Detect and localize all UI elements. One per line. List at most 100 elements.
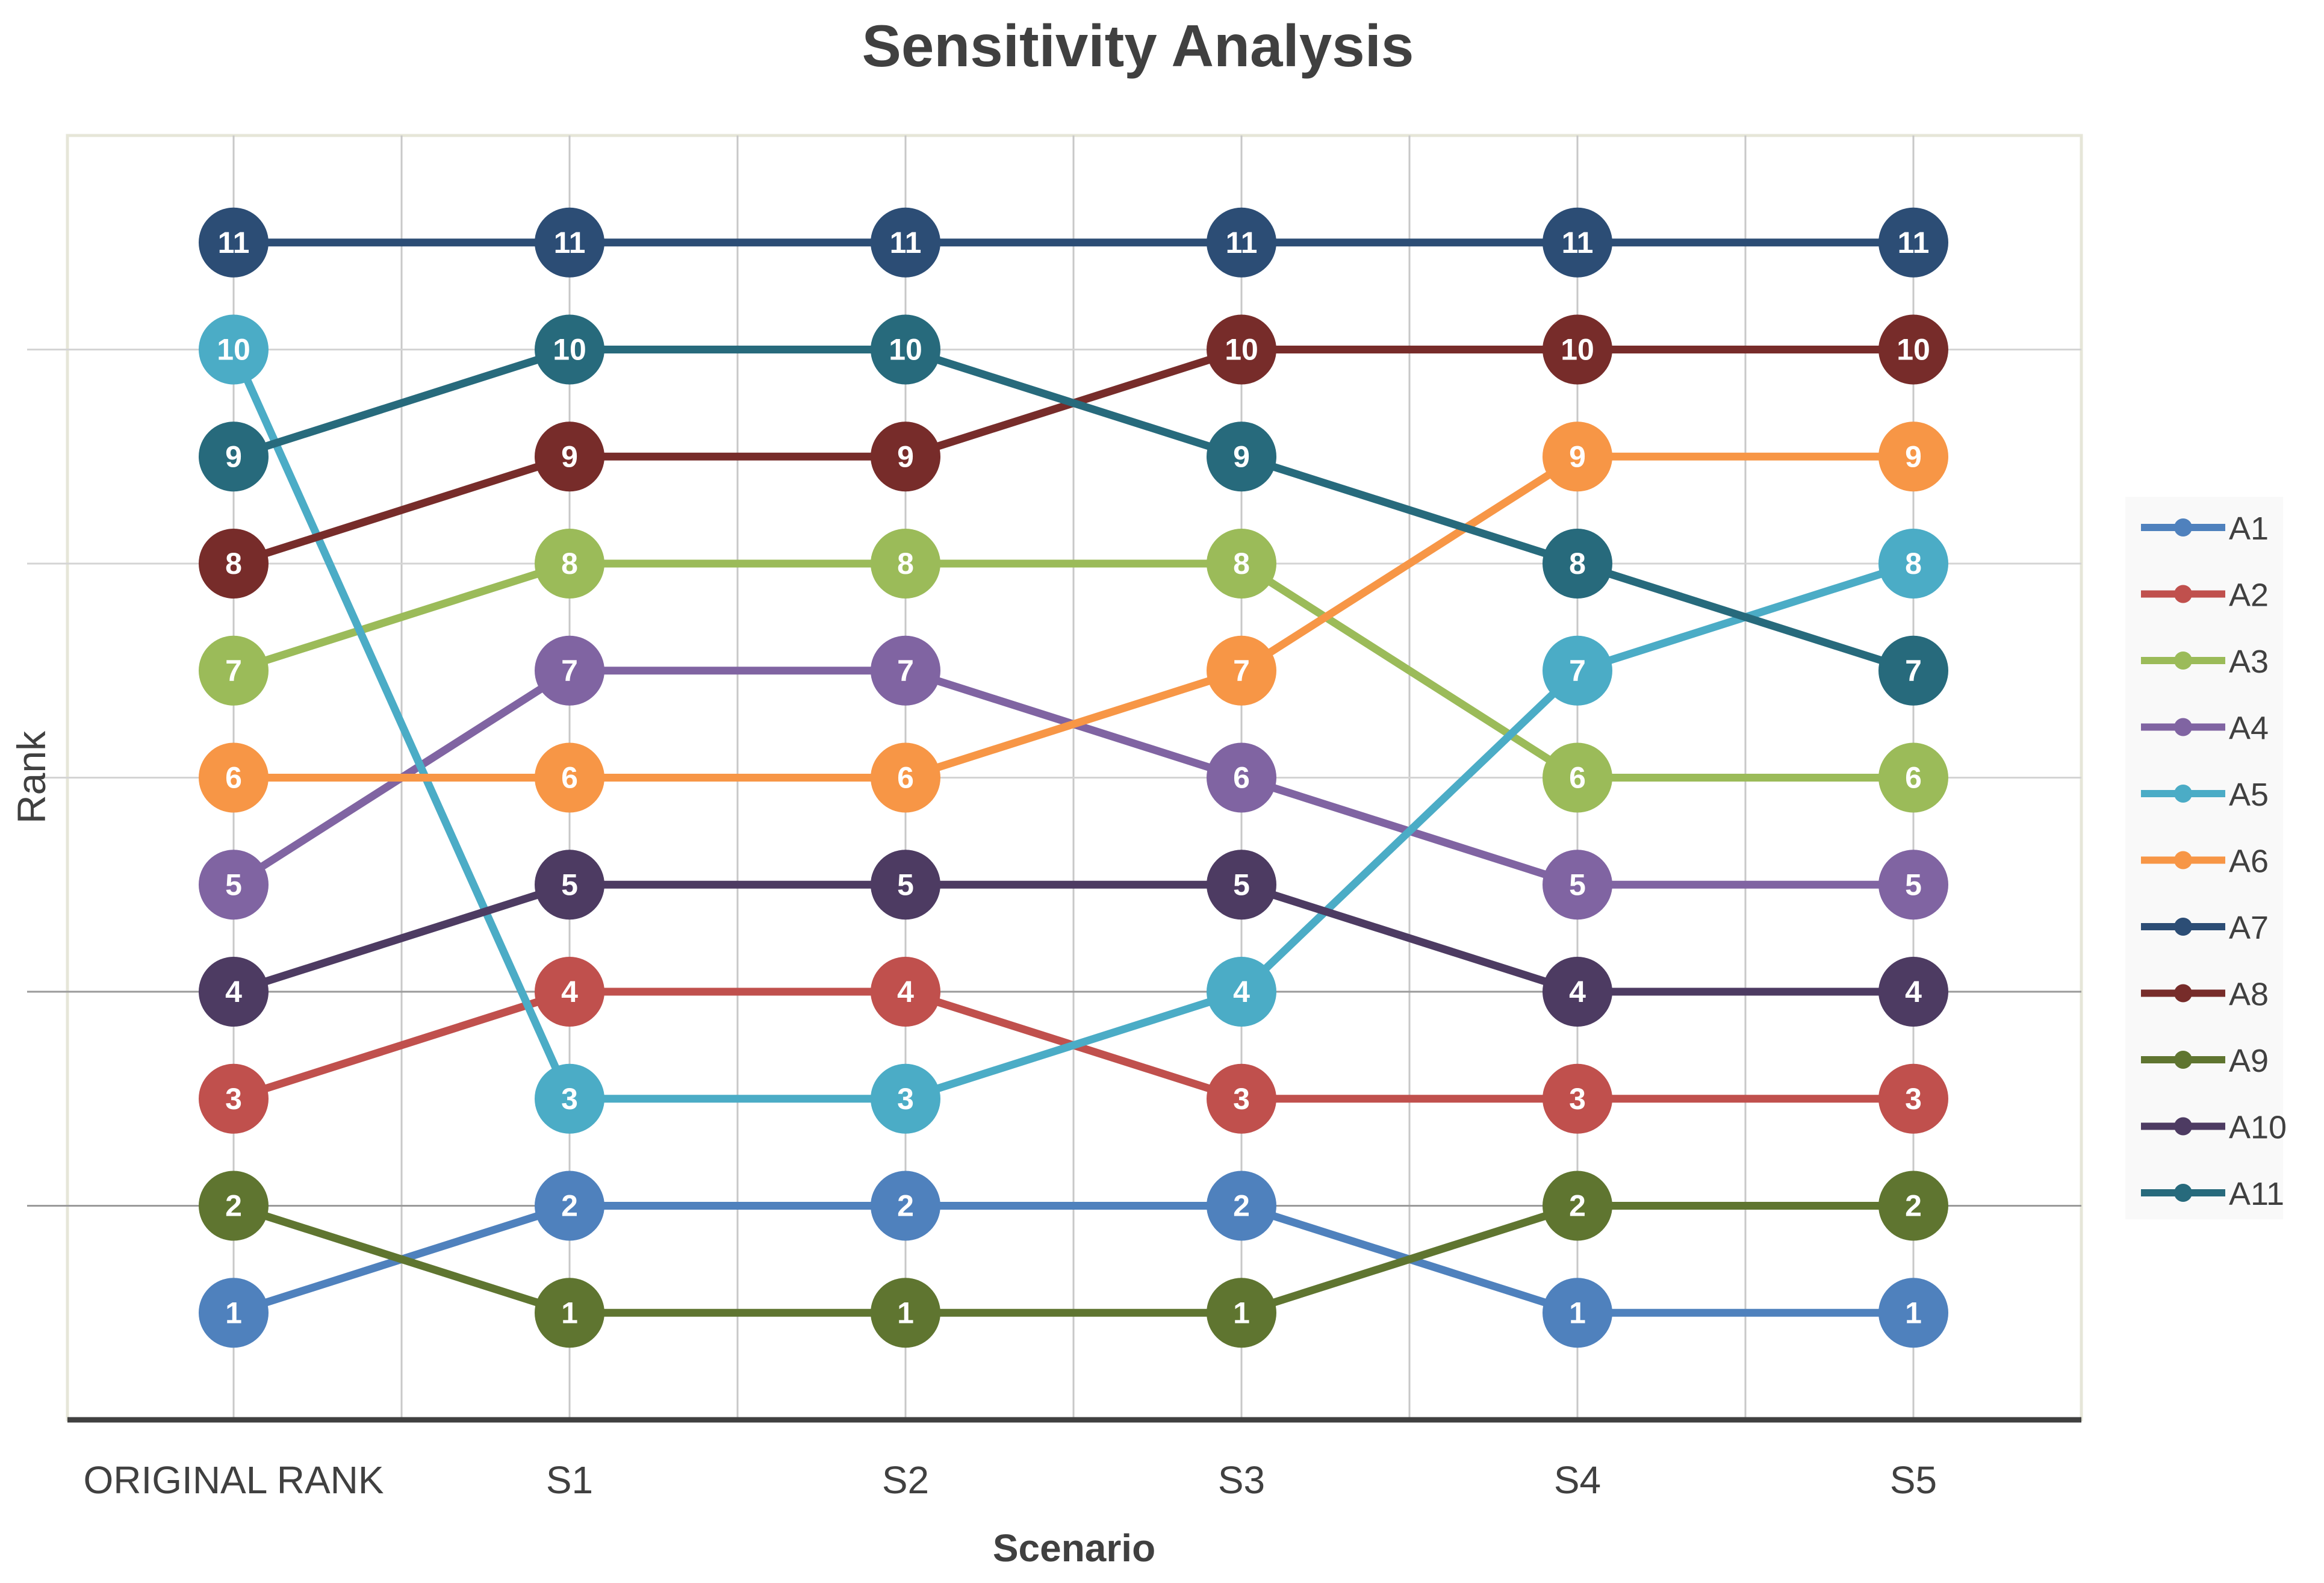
data-point-a6: 9 (1878, 421, 1948, 492)
data-label: 1 (897, 1296, 914, 1330)
data-label: 4 (1569, 975, 1586, 1009)
data-point-a7: 11 (1543, 207, 1612, 278)
x-tick-label: S4 (1554, 1458, 1601, 1502)
data-label: 11 (554, 226, 586, 260)
data-label: 7 (897, 654, 914, 688)
data-point-a3: 8 (871, 529, 940, 599)
data-marker (1543, 1171, 1612, 1241)
data-point-a4: 5 (1543, 850, 1612, 920)
data-label: 10 (1225, 333, 1258, 367)
legend-item-a10: A10 (2141, 1110, 2287, 1146)
data-point-a6: 7 (1207, 635, 1276, 706)
data-label: 1 (1569, 1296, 1586, 1330)
data-marker (871, 1171, 940, 1241)
data-label: 3 (561, 1082, 578, 1116)
data-marker (199, 957, 269, 1027)
data-marker (1543, 1278, 1612, 1348)
data-point-a10: 4 (199, 957, 269, 1027)
legend-swatch-marker (2174, 652, 2192, 670)
data-label: 7 (1569, 654, 1586, 688)
data-point-a7: 11 (1878, 207, 1948, 278)
x-tick-label: S3 (1218, 1458, 1265, 1502)
data-label: 11 (218, 226, 250, 260)
data-marker (1878, 1063, 1948, 1134)
legend-swatch-marker (2174, 585, 2192, 603)
data-marker (199, 1278, 269, 1348)
data-point-a1: 2 (535, 1171, 604, 1241)
data-marker (1207, 1171, 1276, 1241)
data-marker (1878, 742, 1948, 813)
legend-swatch-marker (2174, 718, 2192, 736)
data-label: 9 (1905, 440, 1922, 473)
data-label: 6 (561, 761, 578, 795)
data-label: 10 (217, 333, 250, 367)
series-line-a1 (229, 1202, 1918, 1317)
data-label: 5 (897, 868, 914, 901)
data-point-a10: 5 (871, 850, 940, 920)
data-marker (1207, 957, 1276, 1027)
data-point-a6: 6 (535, 742, 604, 813)
data-marker (1878, 957, 1948, 1027)
data-marker (199, 635, 269, 706)
data-marker (535, 850, 604, 920)
data-marker (871, 635, 940, 706)
legend-swatch-marker (2174, 851, 2192, 869)
data-point-a9: 1 (535, 1278, 604, 1348)
data-label: 1 (561, 1296, 578, 1330)
data-point-a4: 7 (535, 635, 604, 706)
data-marker (535, 207, 604, 278)
legend-item-a1: A1 (2141, 511, 2269, 547)
data-marker (1878, 635, 1948, 706)
data-point-a3: 6 (1878, 742, 1948, 813)
data-point-a4: 5 (199, 850, 269, 920)
legend-label: A4 (2229, 711, 2269, 747)
data-label: 8 (1569, 547, 1586, 580)
legend-label: A8 (2229, 977, 2269, 1013)
legend-label: A10 (2229, 1110, 2287, 1146)
data-label: 9 (1233, 440, 1250, 473)
data-marker (535, 1063, 604, 1134)
data-label: 2 (1905, 1189, 1922, 1223)
data-point-a5: 7 (1543, 635, 1612, 706)
data-marker (1543, 957, 1612, 1027)
data-point-a11: 10 (871, 314, 940, 385)
data-marker (199, 1171, 269, 1241)
data-label: 5 (1233, 868, 1250, 901)
data-point-a6: 6 (871, 742, 940, 813)
data-label: 9 (897, 440, 914, 473)
data-marker (199, 1063, 269, 1134)
legend-swatch-marker (2174, 918, 2192, 936)
x-tick-label: S5 (1890, 1458, 1937, 1502)
data-marker (1878, 529, 1948, 599)
data-point-a10: 4 (1878, 957, 1948, 1027)
data-label: 6 (1233, 761, 1250, 795)
data-point-a1: 1 (1878, 1278, 1948, 1348)
data-marker (1543, 635, 1612, 706)
data-point-a7: 11 (871, 207, 940, 278)
data-label: 4 (1233, 975, 1250, 1009)
data-point-a5: 3 (871, 1063, 940, 1134)
data-point-a9: 2 (1543, 1171, 1612, 1241)
series-line-a10 (229, 880, 1918, 996)
legend-label: A1 (2229, 511, 2269, 547)
data-label: 2 (225, 1189, 242, 1223)
data-point-a8: 10 (1543, 314, 1612, 385)
data-point-a9: 2 (199, 1171, 269, 1241)
legend: A1 A2 A3 A4 A5 A6 A7 A8 A9 A10 A11 (2125, 497, 2287, 1219)
data-point-a2: 3 (1543, 1063, 1612, 1134)
data-point-a3: 7 (199, 635, 269, 706)
data-label: 3 (897, 1082, 914, 1116)
data-point-a2: 4 (535, 957, 604, 1027)
data-marker (871, 421, 940, 492)
data-marker (1207, 1278, 1276, 1348)
data-marker (1878, 1278, 1948, 1348)
legend-item-a2: A2 (2141, 577, 2269, 614)
data-point-a5: 4 (1207, 957, 1276, 1027)
legend-swatch-marker (2174, 1117, 2192, 1136)
data-label: 11 (1898, 226, 1930, 260)
data-point-a9: 1 (871, 1278, 940, 1348)
x-tick-labels: ORIGINAL RANK S1 S2 S3 S4 S5 (83, 1458, 1937, 1502)
data-point-a3: 8 (535, 529, 604, 599)
legend-label: A9 (2229, 1043, 2269, 1079)
